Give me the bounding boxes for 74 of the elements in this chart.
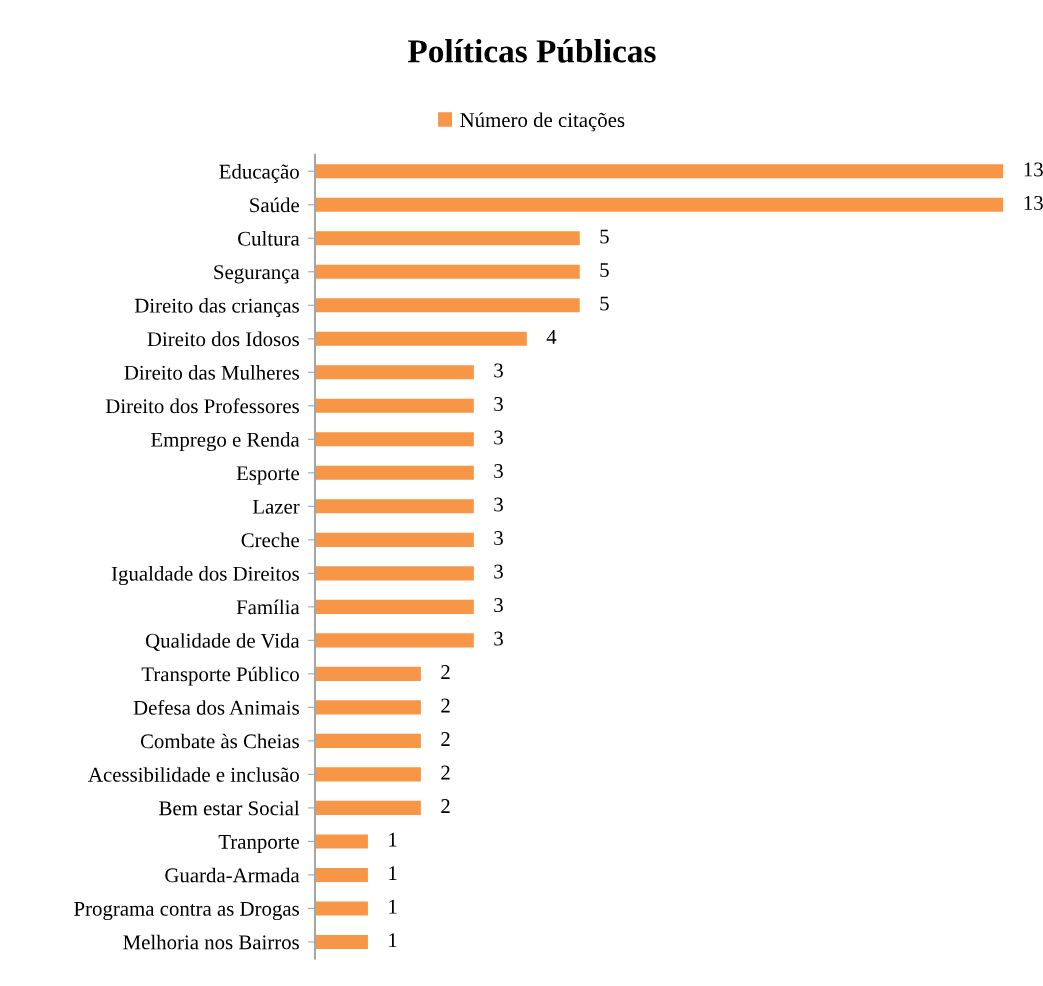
data-label: 3 [494, 430, 503, 445]
y-tick-label: Combate às Cheias [140, 733, 299, 749]
bar [314, 566, 474, 581]
data-label: 3 [494, 531, 503, 546]
y-tick-label: Lazer [252, 499, 300, 514]
bar [314, 934, 368, 949]
data-label: 2 [441, 799, 450, 813]
y-tick-label: Bem estar Social [159, 800, 300, 816]
data-label: 13 [1024, 162, 1043, 177]
bar [314, 398, 474, 413]
data-label: 2 [441, 732, 450, 746]
data-label: 3 [494, 397, 503, 412]
bar [314, 432, 474, 447]
bar [314, 733, 421, 748]
data-label: 1 [389, 899, 397, 914]
y-tick-label: Programa contra as Drogas [74, 901, 299, 921]
y-tick-label: Direito das Mulheres [124, 365, 299, 380]
y-tick-label: Transporte Público [141, 666, 299, 686]
chart-title: Políticas Públicas [407, 39, 656, 63]
bar [314, 901, 368, 916]
y-tick-label: Esporte [236, 466, 299, 485]
bar [314, 499, 474, 514]
y-tick-label: Defesa dos Animais [133, 699, 299, 715]
legend-label: Número de citações [460, 112, 625, 132]
y-tick-label: Tranporte [218, 835, 299, 854]
y-tick-label: Direito dos Professores [105, 398, 299, 414]
bar [314, 231, 580, 246]
bar [314, 264, 580, 279]
data-label: 1 [389, 933, 397, 947]
bar [314, 867, 368, 882]
bar [314, 800, 421, 815]
y-tick-label: Direito das crianças [134, 298, 299, 317]
bar [314, 298, 580, 313]
y-tick-label: Emprego e Renda [151, 432, 300, 452]
y-tick-label: Saúde [250, 197, 299, 213]
data-label: 3 [494, 564, 503, 579]
data-label: 2 [441, 665, 450, 679]
bar [314, 666, 421, 681]
data-label: 5 [600, 263, 609, 277]
bar [314, 767, 421, 782]
y-tick-label: Qualidade de Vida [145, 633, 300, 651]
y-tick-label: Creche [241, 532, 299, 548]
data-label: 1 [389, 832, 397, 847]
data-label: 2 [441, 698, 450, 713]
data-label: 3 [494, 464, 503, 479]
data-label: 3 [494, 598, 503, 613]
bar [314, 599, 474, 614]
bar [314, 197, 1004, 212]
y-tick-label: Guarda-Armada [165, 867, 300, 883]
data-label: 4 [546, 330, 557, 344]
bar [314, 465, 474, 480]
y-tick-label: Educação [219, 164, 299, 183]
data-label: 3 [494, 363, 503, 378]
bar [314, 164, 1004, 179]
y-tick-label: Família [236, 599, 300, 615]
y-tick-label: Segurança [214, 265, 300, 284]
y-tick-label: Melhoria nos Bairros [123, 934, 299, 950]
data-label: 3 [494, 631, 503, 646]
bar [314, 834, 368, 849]
bar [314, 365, 474, 380]
bar [314, 331, 527, 346]
data-label: 13 [1024, 195, 1043, 210]
data-label: 5 [600, 229, 609, 244]
data-label: 2 [441, 765, 450, 780]
y-tick-label: Acessibilidade e inclusão [88, 767, 299, 782]
data-label: 5 [600, 296, 609, 311]
bar [314, 700, 421, 715]
bar [314, 633, 474, 648]
y-tick-label: Igualdade dos Direitos [111, 566, 299, 586]
bar [314, 532, 474, 547]
data-label: 1 [389, 866, 397, 880]
data-label: 3 [494, 497, 503, 512]
y-tick-label: Cultura [238, 231, 300, 246]
y-tick-label: Direito dos Idosos [147, 331, 299, 347]
